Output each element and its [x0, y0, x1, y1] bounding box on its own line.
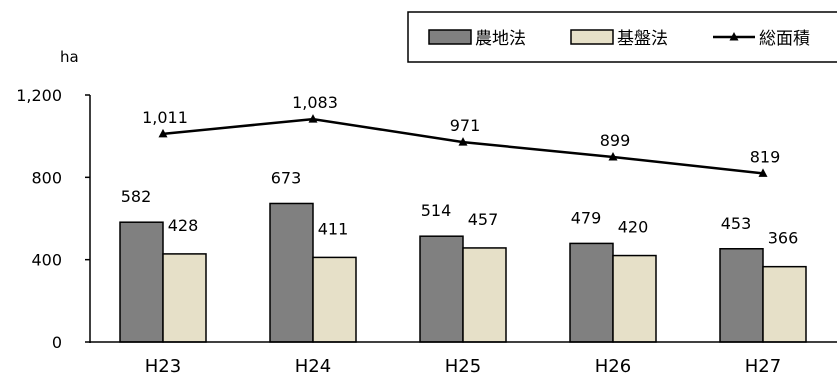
legend: 農地法 基盤法 総面積: [407, 11, 837, 63]
legend-label-総面積: 総面積: [759, 29, 810, 49]
data-label-基盤法: 366: [768, 229, 799, 248]
data-label-総面積: 819: [750, 147, 781, 166]
bar-基盤法-H27: [762, 265, 807, 343]
y-tick-label: 0: [52, 333, 62, 352]
data-label-農地法: 673: [271, 168, 302, 187]
bar-基盤法-H23: [162, 253, 207, 343]
legend-swatch-農地法: [428, 29, 472, 45]
x-tick-label: H24: [295, 356, 331, 377]
data-label-農地法: 582: [121, 187, 152, 206]
marker-総面積: [158, 128, 168, 138]
legend-marker-総面積: [729, 32, 739, 41]
data-label-総面積: 899: [600, 131, 631, 150]
bar-農地法-H27: [719, 248, 764, 343]
x-tick-label: H23: [145, 356, 181, 377]
data-label-基盤法: 420: [618, 218, 649, 237]
x-tick-label: H26: [595, 356, 631, 377]
bar-農地法-H26: [569, 242, 614, 343]
legend-label-農地法: 農地法: [475, 29, 526, 49]
bar-農地法-H24: [269, 202, 314, 343]
legend-box: [407, 11, 837, 63]
data-label-農地法: 479: [571, 208, 602, 227]
data-label-基盤法: 411: [318, 219, 349, 238]
bar-農地法-H23: [119, 221, 164, 343]
bar-基盤法-H25: [462, 247, 507, 343]
marker-総面積: [608, 151, 618, 161]
bar-基盤法-H26: [612, 254, 657, 343]
data-label-農地法: 453: [721, 214, 752, 233]
x-tick-label: H27: [745, 356, 781, 377]
data-label-農地法: 514: [421, 201, 452, 220]
legend-swatch-基盤法: [570, 29, 614, 45]
y-axis-unit: ha: [60, 48, 79, 66]
bar-基盤法-H24: [312, 256, 357, 343]
marker-総面積: [308, 114, 318, 123]
marker-総面積: [458, 137, 468, 146]
data-label-総面積: 1,083: [292, 93, 338, 112]
y-tick-label: 1,200: [16, 86, 62, 105]
data-label-総面積: 971: [450, 116, 481, 135]
legend-label-基盤法: 基盤法: [617, 29, 668, 49]
y-tick-label: 400: [31, 251, 62, 270]
plot-area: 0 400 800 1,200 H23 H24 H25 H26 H27 582 673 514 479 4…: [16, 86, 837, 377]
y-tick-label: 800: [31, 168, 62, 187]
data-label-基盤法: 428: [168, 216, 199, 235]
marker-総面積: [758, 168, 768, 177]
x-tick-label: H25: [445, 356, 481, 377]
data-label-総面積: 1,011: [142, 108, 188, 127]
data-label-基盤法: 457: [468, 210, 499, 229]
bar-農地法-H25: [419, 235, 464, 343]
